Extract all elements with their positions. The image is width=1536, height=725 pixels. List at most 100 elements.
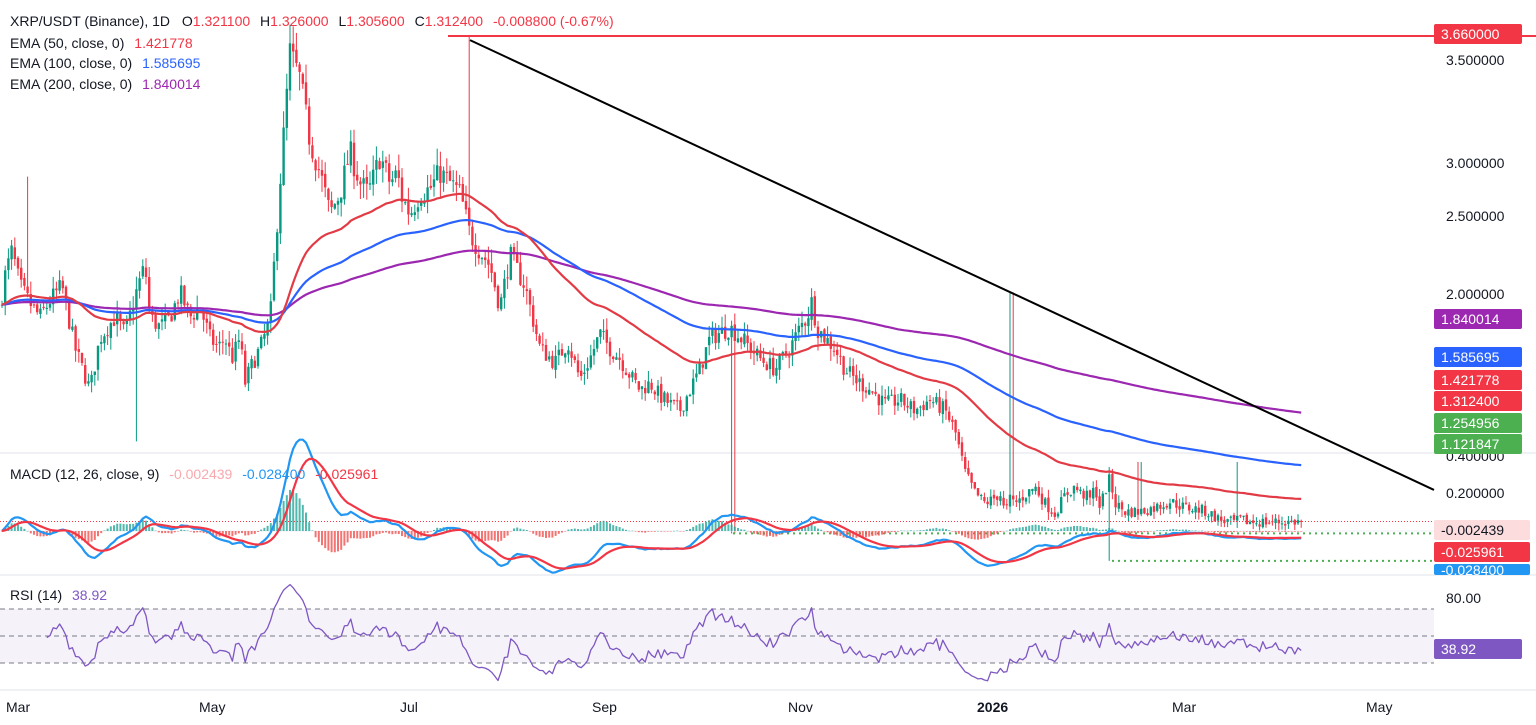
macd-histogram-bar <box>484 531 487 542</box>
macd-histogram-bar <box>874 531 877 536</box>
macd-histogram-bar <box>673 530 675 532</box>
candle-body <box>234 341 237 362</box>
macd-histogram-bar <box>1255 531 1258 533</box>
macd-histogram-bar <box>532 531 535 534</box>
candle-body <box>1200 504 1204 514</box>
macd-histogram-bar <box>657 530 659 532</box>
candle-body <box>1252 520 1255 524</box>
candle-body <box>832 350 836 352</box>
macd-histogram-bar <box>1297 531 1299 532</box>
macd-histogram-bar <box>602 520 605 531</box>
macd-histogram-bar <box>1149 531 1152 532</box>
macd-histogram-bar <box>305 512 307 531</box>
macd-histogram-bar <box>612 525 615 531</box>
candle-body <box>1204 505 1207 516</box>
macd-line <box>1 438 1302 574</box>
macd-pane[interactable] <box>0 438 1434 574</box>
macd-histogram-bar <box>1140 531 1143 533</box>
macd-histogram-bar <box>1050 529 1053 531</box>
candle-body <box>42 306 45 309</box>
candle-body <box>935 396 938 403</box>
macd-histogram-bar <box>113 525 115 531</box>
candle-body <box>58 280 61 291</box>
candle-body <box>938 397 941 413</box>
macd-histogram-bar <box>1287 531 1290 532</box>
candle-body <box>1002 497 1005 506</box>
macd-histogram-bar <box>1162 529 1165 531</box>
macd-histogram-bar <box>519 528 522 531</box>
candle-body <box>1120 502 1124 510</box>
candle-body <box>138 278 141 291</box>
macd-histogram-bar <box>164 531 167 534</box>
macd-histogram-bar <box>87 531 90 543</box>
candle-body <box>477 254 480 259</box>
candle-body <box>772 357 775 376</box>
macd-histogram-bar <box>93 531 96 540</box>
candle-body <box>48 304 52 308</box>
macd-histogram-bar <box>157 531 160 533</box>
candle-body <box>980 495 983 497</box>
macd-histogram-bar <box>23 528 26 531</box>
macd-histogram-bar <box>426 531 429 534</box>
badge-support-1: 1.254956 <box>1434 413 1522 433</box>
macd-histogram-bar <box>1188 530 1191 531</box>
macd-histogram-bar <box>497 531 499 542</box>
candle-body <box>573 356 576 360</box>
macd-histogram-bar <box>1165 529 1168 531</box>
candle-body <box>1274 518 1277 524</box>
candle-body <box>439 166 442 183</box>
candle-body <box>87 381 90 384</box>
candle-body <box>148 276 151 308</box>
candle-body <box>880 395 884 406</box>
candle-body <box>1015 500 1018 503</box>
macd-histogram-bar <box>615 526 618 531</box>
ema200-legend: EMA (200, close, 0) 1.840014 <box>10 76 201 92</box>
trendline[interactable] <box>469 39 1435 491</box>
macd-histogram-bar <box>167 531 170 534</box>
macd-histogram-bar <box>1242 531 1245 532</box>
macd-histogram-bar <box>957 531 960 534</box>
macd-histogram-bar <box>189 531 192 532</box>
candle-body <box>647 381 650 393</box>
macd-histogram-bar <box>1175 529 1178 531</box>
candle-body <box>1092 487 1095 499</box>
candle-body <box>1008 494 1012 507</box>
macd-histogram-bar <box>257 531 259 532</box>
candle-body <box>68 299 71 329</box>
macd-histogram-bar <box>148 524 151 531</box>
price-tick: 2.000000 <box>1446 286 1505 302</box>
candle-body <box>845 373 848 375</box>
macd-histogram-bar <box>881 531 883 535</box>
macd-histogram-bar <box>765 531 768 537</box>
candle-body <box>541 344 544 346</box>
macd-histogram-bar <box>1111 528 1114 531</box>
candle-body <box>615 357 618 360</box>
candle-body <box>634 372 637 380</box>
candle-body <box>624 372 628 375</box>
macd-histogram-bar <box>317 531 320 542</box>
macd-histogram-bar <box>983 531 986 539</box>
macd-histogram-bar <box>356 531 359 539</box>
candle-body <box>813 296 816 326</box>
macd-histogram-bar <box>625 529 627 531</box>
candle-body <box>544 344 548 361</box>
macd-histogram-bar <box>1245 531 1248 532</box>
macd-histogram-bar <box>381 531 384 533</box>
candle-body <box>32 304 36 306</box>
candle-body <box>346 163 349 165</box>
candle-body <box>365 177 368 184</box>
candle-body <box>788 356 791 358</box>
macd-histogram-bar <box>890 531 893 532</box>
macd-histogram-bar <box>337 531 339 552</box>
macd-histogram-bar <box>1101 529 1104 531</box>
price-legend: XRP/USDT (Binance), 1D O1.321100 H1.3260… <box>10 13 614 29</box>
macd-histogram-bar <box>401 531 403 537</box>
macd-histogram-bar <box>1117 530 1120 532</box>
candle-body <box>522 285 525 288</box>
candle-body <box>183 285 186 306</box>
price-pane[interactable] <box>0 24 1536 562</box>
rsi-pane[interactable] <box>0 583 1434 682</box>
price-tick: 3.500000 <box>1446 52 1505 68</box>
